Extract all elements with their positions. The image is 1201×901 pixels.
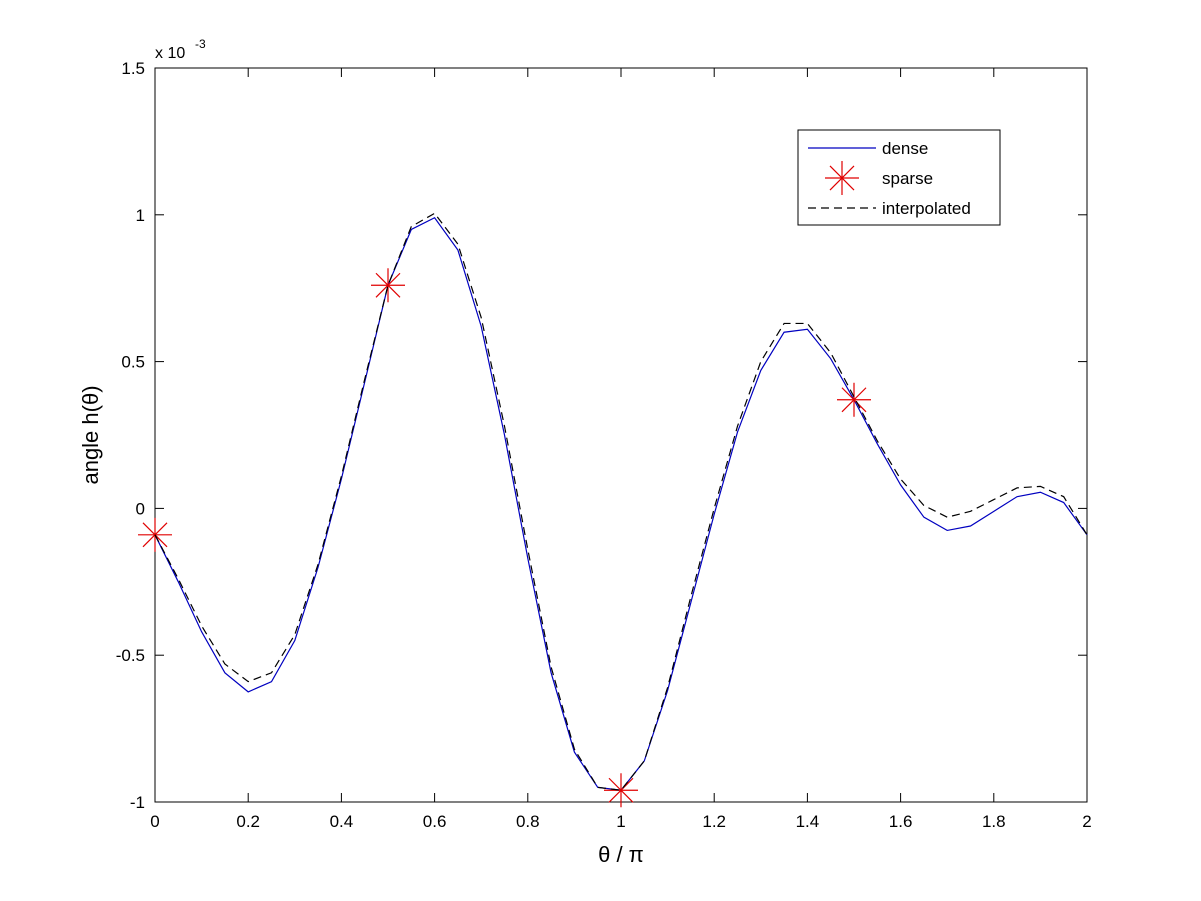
marker xyxy=(604,773,638,808)
star-stroke xyxy=(608,777,634,803)
x-tick-label: 0 xyxy=(150,812,159,831)
x-tick-label: 2 xyxy=(1082,812,1091,831)
legend-label: interpolated xyxy=(882,199,971,218)
marker xyxy=(837,382,871,417)
marker xyxy=(371,268,405,303)
x-tick-label: 1.8 xyxy=(982,812,1006,831)
star-stroke xyxy=(829,165,855,191)
x-tick-label: 1 xyxy=(616,812,625,831)
star-stroke xyxy=(841,387,867,413)
y-multiplier: x 10 xyxy=(155,45,185,62)
y-tick-label: 0 xyxy=(136,499,145,518)
y-tick-label: 1 xyxy=(136,206,145,225)
x-tick-label: 0.4 xyxy=(330,812,354,831)
legend-label: sparse xyxy=(882,169,933,188)
y-tick-label: 1.5 xyxy=(121,59,145,78)
y-tick-label: -0.5 xyxy=(116,646,145,665)
y-tick-label: -1 xyxy=(130,793,145,812)
y-axis-label: angle h(θ) xyxy=(78,385,103,484)
x-tick-label: 1.2 xyxy=(702,812,726,831)
x-tick-label: 0.6 xyxy=(423,812,447,831)
x-tick-label: 1.4 xyxy=(796,812,820,831)
x-tick-label: 0.2 xyxy=(236,812,260,831)
x-tick-label: 0.8 xyxy=(516,812,540,831)
x-tick-label: 1.6 xyxy=(889,812,913,831)
legend-label: dense xyxy=(882,139,928,158)
line-series xyxy=(154,212,1088,791)
x-axis-label: θ / π xyxy=(598,842,644,867)
y-tick-label: 0.5 xyxy=(121,353,145,372)
legend-marker xyxy=(825,161,859,195)
star-stroke xyxy=(375,272,401,298)
y-multiplier-exponent: -3 xyxy=(195,37,206,51)
